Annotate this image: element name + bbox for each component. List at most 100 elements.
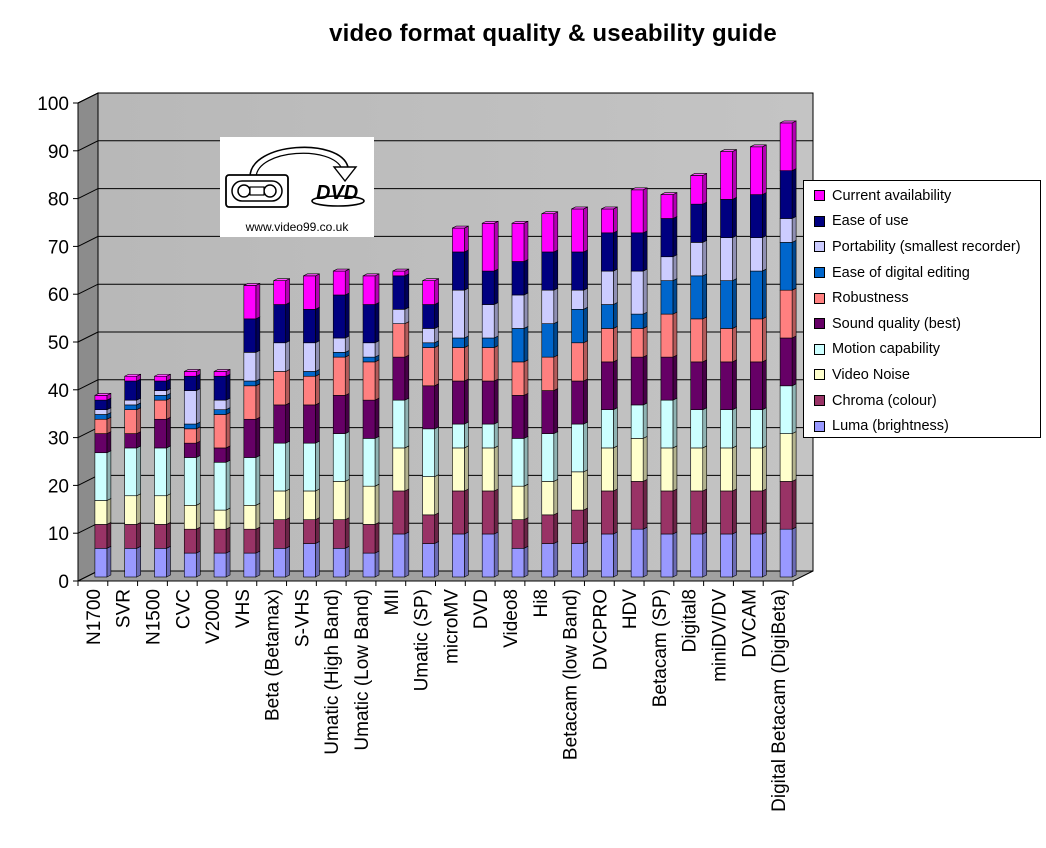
bar-segment-ease-of-digital-editing-side bbox=[672, 278, 678, 315]
bar-segment-robustness bbox=[183, 428, 197, 444]
bar-segment-portability-smallest-recorder bbox=[332, 337, 346, 353]
bar-segment-chroma-colour bbox=[571, 509, 584, 544]
bar-segment-portability-smallest-recorder-side bbox=[434, 325, 439, 344]
bar-segment-sound-quality-best-side bbox=[404, 354, 410, 401]
y-tick-label: 70 bbox=[48, 237, 69, 258]
bar-segment-ease-of-use-side bbox=[493, 268, 499, 306]
bar-segment-ease-of-digital-editing-side bbox=[702, 273, 708, 320]
bar-segment-portability-smallest-recorder bbox=[94, 409, 108, 415]
bar-segment-video-noise-side bbox=[106, 498, 112, 525]
legend-item: Sound quality (best) bbox=[814, 311, 1040, 337]
bar-segment-sound-quality-best bbox=[183, 442, 197, 458]
bar-segment-sound-quality-best bbox=[720, 361, 733, 410]
x-tick-label: Betacam (SP) bbox=[650, 589, 671, 707]
bar-segment-chroma-colour-side bbox=[195, 526, 201, 554]
bar-segment-robustness bbox=[720, 328, 733, 363]
bar-segment-current-availability-side bbox=[255, 282, 261, 320]
bar-segment-ease-of-use-side bbox=[404, 273, 410, 310]
bar-segment-motion-capability bbox=[481, 423, 495, 449]
bar-segment-robustness bbox=[422, 347, 435, 387]
x-tick-label: miniDV/DV bbox=[710, 589, 731, 682]
bar-segment-current-availability bbox=[630, 189, 644, 234]
bar-s-vhs bbox=[303, 273, 320, 578]
bar-segment-ease-of-digital-editing bbox=[303, 371, 316, 377]
bar-segment-ease-of-digital-editing bbox=[422, 342, 435, 348]
bar-segment-video-noise-side bbox=[166, 493, 171, 525]
bar-segment-chroma-colour bbox=[750, 490, 763, 535]
bar-segment-sound-quality-best bbox=[273, 404, 286, 444]
bar-segment-current-availability bbox=[94, 395, 108, 401]
bar-segment-motion-capability bbox=[630, 404, 644, 439]
bar-segment-chroma-colour bbox=[362, 524, 376, 554]
bar-segment-ease-of-use bbox=[392, 275, 406, 310]
legend-label: Luma (brightness) bbox=[832, 418, 949, 435]
bar-segment-luma-brightness-side bbox=[195, 550, 201, 578]
bar-segment-robustness bbox=[750, 318, 763, 363]
bar-segment-portability-smallest-recorder bbox=[750, 237, 763, 272]
bar-mii bbox=[392, 268, 410, 578]
bar-segment-ease-of-digital-editing-side bbox=[553, 321, 559, 358]
bar-segment-video-noise-side bbox=[702, 445, 708, 492]
bar-segment-sound-quality-best-side bbox=[136, 431, 141, 449]
bar-segment-motion-capability-side bbox=[225, 459, 231, 511]
bar-segment-robustness-side bbox=[702, 316, 708, 363]
bar-segment-luma-brightness bbox=[511, 548, 525, 578]
bar-segment-chroma-colour-side bbox=[344, 517, 350, 549]
bar-segment-portability-smallest-recorder bbox=[571, 289, 584, 310]
bar-segment-robustness-side bbox=[106, 416, 112, 435]
bar-segment-sound-quality-best bbox=[630, 356, 644, 406]
bar-segment-luma-brightness-side bbox=[642, 526, 648, 578]
bar-segment-video-noise-side bbox=[404, 445, 410, 492]
bar-segment-video-noise-side bbox=[255, 502, 261, 530]
bar-segment-sound-quality-best bbox=[422, 385, 435, 430]
bar-segment-ease-of-use-side bbox=[553, 249, 559, 291]
bar-segment-ease-of-use-side bbox=[374, 302, 380, 344]
bar-segment-luma-brightness-side bbox=[553, 541, 559, 578]
bar-segment-robustness-side bbox=[315, 373, 320, 406]
bar-segment-motion-capability bbox=[511, 438, 525, 487]
bar-segment-ease-of-use bbox=[571, 251, 584, 291]
bar-segment-robustness-side bbox=[791, 287, 797, 339]
bar-segment-current-availability-side bbox=[315, 273, 320, 310]
bar-segment-sound-quality-best bbox=[481, 380, 495, 425]
bar-segment-current-availability-side bbox=[642, 187, 648, 234]
bar-segment-current-availability bbox=[571, 208, 584, 253]
bar-segment-robustness-side bbox=[642, 325, 648, 358]
y-tick-label: 0 bbox=[58, 572, 69, 593]
bar-segment-current-availability bbox=[720, 151, 733, 200]
x-tick-label: microMV bbox=[441, 589, 462, 664]
bar-segment-chroma-colour bbox=[481, 490, 495, 535]
bar-segment-video-noise bbox=[94, 500, 108, 525]
bar-segment-current-availability bbox=[452, 227, 465, 253]
bar-segment-motion-capability bbox=[94, 452, 108, 501]
bar-segment-video-noise-side bbox=[225, 507, 231, 530]
bar-segment-luma-brightness-side bbox=[464, 531, 469, 578]
bar-video8 bbox=[511, 220, 529, 578]
bar-segment-current-availability bbox=[750, 146, 763, 195]
bar-segment-luma-brightness bbox=[571, 543, 584, 578]
bar-segment-sound-quality-best-side bbox=[702, 359, 708, 411]
y-gridline bbox=[77, 140, 813, 152]
bar-segment-sound-quality-best-side bbox=[553, 388, 559, 435]
bar-segment-luma-brightness-side bbox=[434, 541, 439, 578]
bar-segment-current-availability bbox=[273, 280, 286, 305]
bar-segment-ease-of-digital-editing bbox=[779, 242, 793, 291]
bar-umatic-high-band bbox=[332, 268, 350, 578]
legend-item: Luma (brightness) bbox=[814, 413, 1040, 439]
bar-segment-sound-quality-best bbox=[124, 433, 137, 449]
bar-segment-motion-capability bbox=[720, 409, 733, 449]
legend-swatch bbox=[814, 241, 825, 253]
legend-label: Robustness bbox=[832, 290, 909, 307]
bar-segment-video-noise bbox=[601, 447, 614, 492]
bar-segment-ease-of-use-side bbox=[791, 168, 797, 219]
bar-segment-video-noise bbox=[213, 509, 227, 530]
bar-top-cap bbox=[571, 206, 588, 210]
bar-segment-chroma-colour-side bbox=[404, 488, 410, 535]
bar-segment-sound-quality-best bbox=[571, 380, 584, 425]
bar-segment-robustness bbox=[452, 347, 465, 382]
bar-segment-ease-of-digital-editing-side bbox=[732, 278, 737, 329]
bar-segment-luma-brightness-side bbox=[672, 531, 678, 578]
bar-segment-current-availability-side bbox=[762, 144, 767, 196]
bar-segment-video-noise bbox=[183, 504, 197, 530]
bar-segment-robustness-side bbox=[285, 368, 290, 406]
